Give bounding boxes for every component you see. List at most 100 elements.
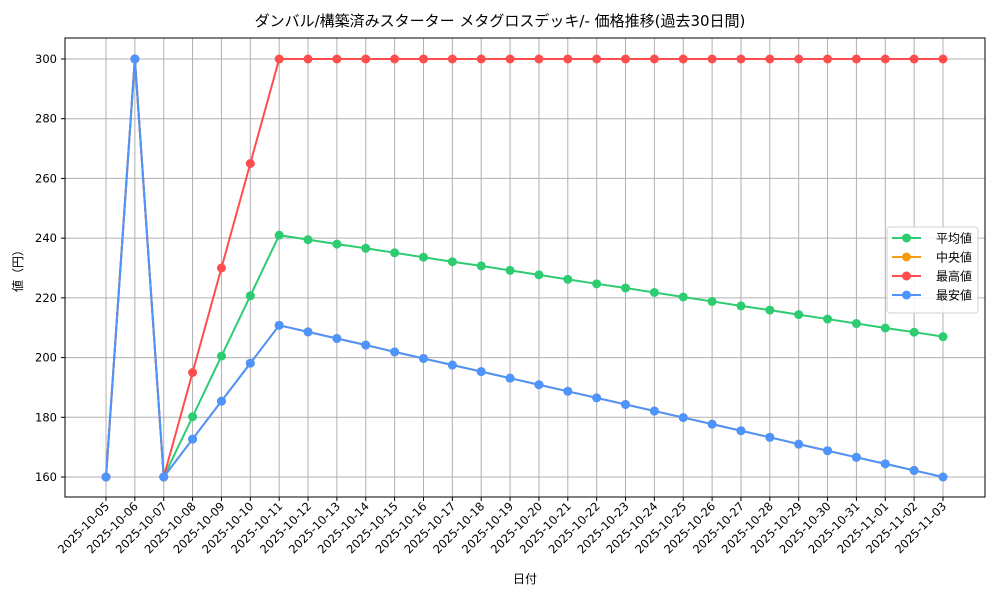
y-tick-label: 160 <box>35 470 57 484</box>
data-point <box>707 296 717 306</box>
data-point <box>707 54 717 64</box>
legend-item: 中央値 <box>892 250 972 265</box>
data-point <box>130 54 140 64</box>
data-point <box>101 472 111 482</box>
data-point <box>505 54 515 64</box>
data-point <box>765 432 775 442</box>
legend-marker-icon <box>902 233 911 243</box>
data-point <box>505 373 515 383</box>
data-point <box>390 248 400 258</box>
data-point <box>794 54 804 64</box>
data-point <box>649 287 659 297</box>
legend-item: 最安値 <box>892 288 972 303</box>
data-point <box>649 406 659 416</box>
y-axis-label: 値（円） <box>10 244 25 292</box>
x-axis-ticks: 2025-10-052025-10-062025-10-072025-10-08… <box>55 497 949 556</box>
y-axis-ticks: 160 180 200 220 240 260 280 300 <box>35 52 65 484</box>
series-layer <box>101 54 948 482</box>
data-point <box>621 54 631 64</box>
data-point <box>390 347 400 357</box>
data-point <box>216 351 226 361</box>
y-tick-label: 220 <box>35 291 57 305</box>
data-point <box>216 396 226 406</box>
data-point <box>447 360 457 370</box>
data-point <box>332 333 342 343</box>
y-tick-label: 200 <box>35 351 57 365</box>
data-point <box>245 159 255 168</box>
data-point <box>880 459 890 469</box>
data-point <box>563 274 573 284</box>
data-point <box>938 332 948 342</box>
data-point <box>938 54 948 64</box>
data-point <box>418 353 428 363</box>
data-point <box>332 54 342 64</box>
data-point <box>678 54 688 64</box>
data-point <box>794 439 804 449</box>
data-point <box>245 358 255 368</box>
y-tick-label: 260 <box>35 171 57 185</box>
y-tick-label: 300 <box>35 52 57 66</box>
data-point <box>361 243 371 253</box>
data-point <box>505 265 515 275</box>
data-point <box>534 380 544 390</box>
data-point <box>476 261 486 271</box>
data-point <box>909 54 919 64</box>
y-tick-label: 180 <box>35 410 57 424</box>
data-point <box>216 263 226 273</box>
data-point <box>678 292 688 302</box>
data-point <box>736 54 746 64</box>
data-point <box>707 419 717 429</box>
data-point <box>678 413 688 423</box>
data-point <box>823 314 833 324</box>
data-point <box>765 305 775 315</box>
data-point <box>303 327 313 337</box>
legend-label: 最安値 <box>936 288 972 303</box>
data-point <box>909 327 919 337</box>
data-point <box>823 54 833 64</box>
data-point <box>851 54 861 64</box>
legend-marker-icon <box>902 271 911 281</box>
data-point <box>621 399 631 409</box>
series-最安値 <box>101 54 948 482</box>
data-point <box>476 367 486 377</box>
data-point <box>447 54 457 64</box>
y-tick-label: 240 <box>35 231 57 245</box>
data-point <box>332 239 342 249</box>
data-point <box>851 452 861 462</box>
data-point <box>938 472 948 482</box>
data-point <box>303 235 313 245</box>
data-point <box>245 291 255 301</box>
grid-lines <box>65 38 985 497</box>
data-point <box>880 323 890 333</box>
data-point <box>447 257 457 267</box>
data-point <box>361 340 371 350</box>
x-axis-label: 日付 <box>513 572 537 586</box>
data-point <box>823 446 833 456</box>
data-point <box>909 465 919 475</box>
legend-item: 最高値 <box>892 269 972 284</box>
data-point <box>418 252 428 262</box>
data-point <box>274 230 284 240</box>
plot-frame <box>64 37 986 498</box>
data-point <box>851 319 861 329</box>
legend-label: 中央値 <box>936 250 972 265</box>
data-point <box>736 426 746 436</box>
data-point <box>418 54 428 64</box>
data-point <box>592 393 602 403</box>
data-point <box>274 320 284 330</box>
legend-label: 最高値 <box>936 269 972 284</box>
legend-item: 平均値 <box>892 231 972 246</box>
chart-title: ダンバル/構築済みスターター メタグロスデッキ/- 価格推移(過去30日間) <box>254 12 746 30</box>
data-point <box>303 54 313 64</box>
data-point <box>592 279 602 289</box>
data-point <box>563 54 573 64</box>
legend-marker-icon <box>902 252 911 262</box>
data-point <box>534 54 544 64</box>
data-point <box>880 54 890 64</box>
data-point <box>188 434 198 444</box>
data-point <box>534 270 544 280</box>
data-point <box>159 472 169 482</box>
data-point <box>621 283 631 293</box>
